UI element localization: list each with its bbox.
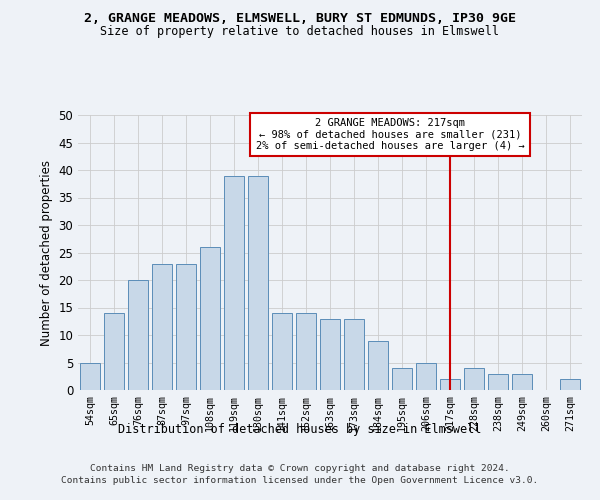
Text: 2, GRANGE MEADOWS, ELMSWELL, BURY ST EDMUNDS, IP30 9GE: 2, GRANGE MEADOWS, ELMSWELL, BURY ST EDM…: [84, 12, 516, 26]
Bar: [344, 318, 364, 390]
Bar: [512, 374, 532, 390]
Text: Distribution of detached houses by size in Elmswell: Distribution of detached houses by size …: [118, 422, 482, 436]
Bar: [392, 368, 412, 390]
Bar: [224, 176, 244, 390]
Bar: [80, 362, 100, 390]
Text: Size of property relative to detached houses in Elmswell: Size of property relative to detached ho…: [101, 25, 499, 38]
Bar: [368, 340, 388, 390]
Bar: [320, 318, 340, 390]
Text: Contains HM Land Registry data © Crown copyright and database right 2024.: Contains HM Land Registry data © Crown c…: [90, 464, 510, 473]
Bar: [440, 379, 460, 390]
Bar: [464, 368, 484, 390]
Bar: [416, 362, 436, 390]
Bar: [560, 379, 580, 390]
Text: Contains public sector information licensed under the Open Government Licence v3: Contains public sector information licen…: [61, 476, 539, 485]
Bar: [296, 313, 316, 390]
Bar: [104, 313, 124, 390]
Bar: [488, 374, 508, 390]
Text: 2 GRANGE MEADOWS: 217sqm
← 98% of detached houses are smaller (231)
2% of semi-d: 2 GRANGE MEADOWS: 217sqm ← 98% of detach…: [256, 118, 524, 151]
Bar: [152, 264, 172, 390]
Bar: [200, 247, 220, 390]
Bar: [128, 280, 148, 390]
Y-axis label: Number of detached properties: Number of detached properties: [40, 160, 53, 346]
Bar: [176, 264, 196, 390]
Bar: [248, 176, 268, 390]
Bar: [272, 313, 292, 390]
